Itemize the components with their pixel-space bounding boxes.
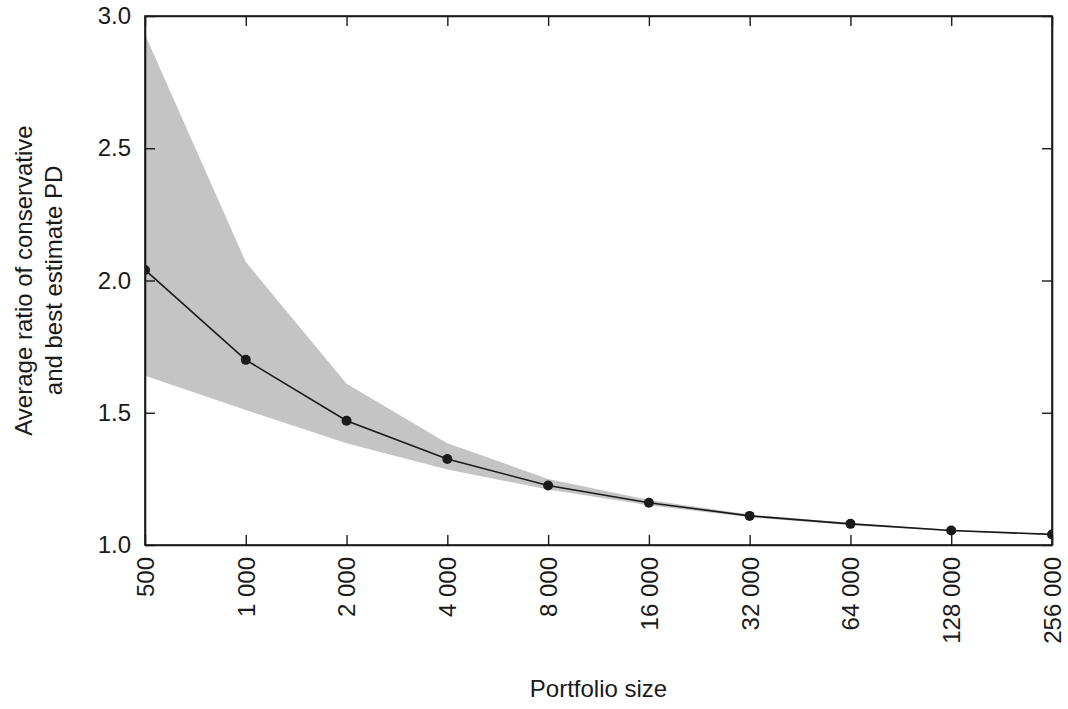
axis-line [146,545,1053,547]
tick [1042,281,1052,282]
x-axis-top [146,16,1053,26]
tick-mark [447,16,448,26]
tick-mark [850,535,851,545]
tick-label: 16 000 [636,557,663,630]
tick-label: 128 000 [938,557,965,644]
tick-label: 2 000 [333,557,360,617]
plot: 500 1 000 2 000 4 000 8 000 16 000 32 000 64 00… [98,2,1066,644]
tick-mark [1042,280,1052,281]
tick-label: 2.0 [98,267,131,294]
tick [1042,16,1052,17]
tick: 256 000 [1039,535,1066,644]
tick [347,16,348,26]
tick-mark [1042,413,1052,414]
y-axis-right [1042,17,1053,546]
marker [745,511,755,521]
tick: 32 000 [737,535,764,630]
tick: 16 000 [636,535,663,630]
tick-mark [346,535,347,545]
tick: 2 000 [333,535,360,617]
axis-line [146,16,1053,18]
marker [845,519,855,529]
tick-mark [346,16,347,26]
tick-label: 256 000 [1039,557,1066,644]
tick-label: 1.0 [98,531,131,558]
tick: 8 000 [535,535,562,617]
tick-mark [447,535,448,545]
x-axis-title: Portfolio size [530,675,667,702]
tick-mark [145,545,155,546]
line [145,270,1052,535]
tick [447,16,448,26]
chart: 500 1 000 2 000 4 000 8 000 16 000 32 000 64 00… [0,0,1068,709]
tick-label: 1.5 [98,399,131,426]
tick: 1.0 [98,531,155,558]
marker [644,498,654,508]
tick [1042,148,1052,149]
tick: 2.5 [98,134,155,161]
data-layer [145,35,1052,540]
tick-label: 8 000 [535,557,562,617]
tick-label: 4 000 [434,557,461,617]
tick-label: 1 000 [233,557,260,617]
tick-mark [649,16,650,26]
tick [246,16,247,26]
tick-label: 3.0 [98,2,131,29]
tick: 3.0 [98,2,155,29]
tick: 64 000 [837,535,864,630]
tick-mark [951,535,952,545]
tick [1042,413,1052,414]
y-axis-title: and best estimate PD [40,166,67,395]
tick-mark [1042,16,1052,17]
tick-label: 32 000 [737,557,764,630]
marker [543,480,553,490]
tick-mark [145,280,155,281]
tick-mark [246,16,247,26]
tick-mark [145,16,155,17]
tick [649,16,650,26]
tick-mark [850,16,851,26]
tick-mark [145,148,155,149]
tick-mark [548,535,549,545]
tick [951,16,952,26]
tick-mark [1042,545,1052,546]
tick-mark [1042,148,1052,149]
tick-mark [951,16,952,26]
marker [342,416,352,426]
tick [548,16,549,26]
tick [850,16,851,26]
tick-label: 2.5 [98,134,131,161]
frame [145,16,1052,545]
tick-mark [548,16,549,26]
tick-label: 500 [132,557,159,597]
tick-mark [145,413,155,414]
tick [1042,545,1052,546]
x-axis: 500 1 000 2 000 4 000 8 000 16 000 32 000 64 00… [132,535,1066,644]
tick: 1 000 [233,535,260,617]
tick: 1.5 [98,399,155,426]
tick [750,16,751,26]
marker [442,454,452,464]
tick-mark [246,535,247,545]
tick: 4 000 [434,535,461,617]
tick-label: 64 000 [837,557,864,630]
y-axis: 1.0 1.5 2.0 2.5 3.0 [98,2,155,558]
y-axis-title: Average ratio of conservative [10,125,37,435]
tick-mark [749,16,750,26]
marker [946,525,956,535]
tick-mark [749,535,750,545]
tick-mark [649,535,650,545]
tick: 128 000 [938,535,965,644]
tick: 2.0 [98,267,155,294]
marker [241,355,251,365]
band [145,35,1052,535]
